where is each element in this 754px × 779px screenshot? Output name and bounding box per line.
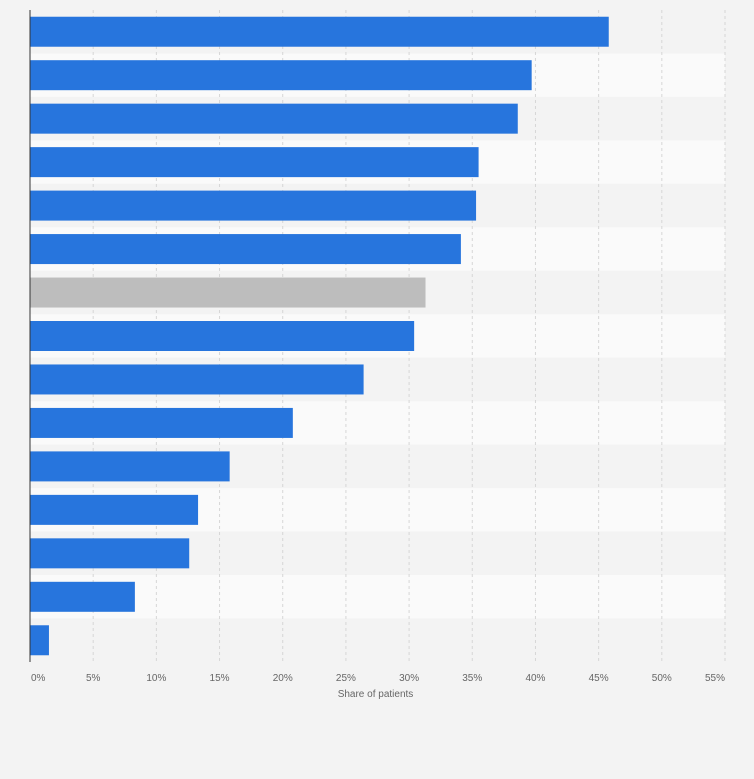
bar: [30, 234, 461, 265]
bar: [30, 60, 532, 91]
bar: [30, 321, 415, 351]
bar: [30, 494, 199, 525]
bars: [30, 16, 609, 656]
x-tick-label: 10%: [146, 673, 166, 684]
bar: [30, 16, 609, 47]
x-tick-label: 55%: [705, 673, 725, 684]
x-tick-label: 20%: [273, 673, 293, 684]
bar: [30, 103, 518, 134]
bar: [30, 407, 293, 438]
bar: [30, 625, 49, 656]
bar: [30, 581, 135, 612]
x-tick-label: 30%: [399, 673, 419, 684]
x-tick-label: 45%: [589, 673, 609, 684]
x-tick-label: 25%: [336, 673, 356, 684]
x-tick-label: 50%: [652, 673, 672, 684]
bar: [30, 364, 364, 395]
x-tick-labels: 0% 5% 10% 15% 20% 25% 30% 35% 40% 45% 50% 55%: [31, 673, 725, 684]
x-tick-label: 5%: [86, 673, 101, 684]
x-tick-label: 35%: [462, 673, 482, 684]
bar: [30, 451, 230, 482]
row-band: [30, 575, 725, 619]
row-band: [30, 618, 725, 662]
x-tick-label: 40%: [525, 673, 545, 684]
x-tick-label: 15%: [210, 673, 230, 684]
x-axis-title: Share of patients: [338, 689, 414, 700]
bar: [30, 190, 477, 221]
x-tick-label: 0%: [31, 673, 46, 684]
bar: [30, 147, 479, 178]
bar: [30, 277, 426, 308]
bar: [30, 538, 190, 569]
